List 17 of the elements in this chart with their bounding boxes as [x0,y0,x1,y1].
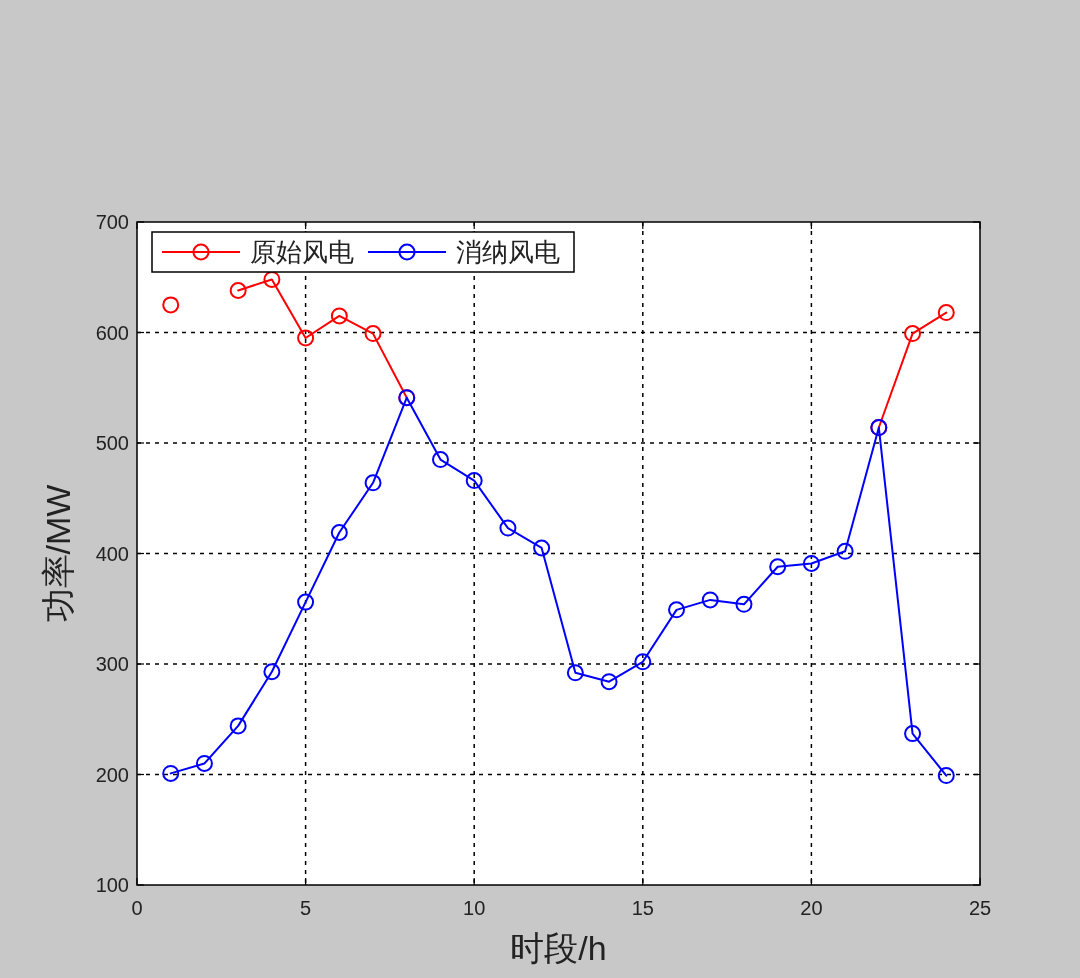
legend-label: 消纳风电 [456,237,560,267]
x-tick-label: 20 [800,897,823,919]
y-tick-label: 300 [95,653,129,675]
y-tick-label: 200 [95,763,129,786]
y-tick-label: 600 [95,321,129,344]
y-tick-label: 100 [95,874,129,896]
x-tick-label: 0 [131,897,143,919]
x-tick-label: 15 [631,897,654,919]
y-tick-label: 400 [95,542,129,565]
x-axis-title: 时段/h [510,929,607,967]
x-tick-label: 10 [463,897,486,919]
x-tick-label: 25 [968,897,992,919]
x-tick-label: 5 [300,897,312,919]
y-tick-label: 700 [95,211,129,233]
legend-label: 原始风电 [250,237,354,267]
y-tick-label: 500 [95,432,129,454]
y-axis-title: 功率/MW [39,484,77,623]
